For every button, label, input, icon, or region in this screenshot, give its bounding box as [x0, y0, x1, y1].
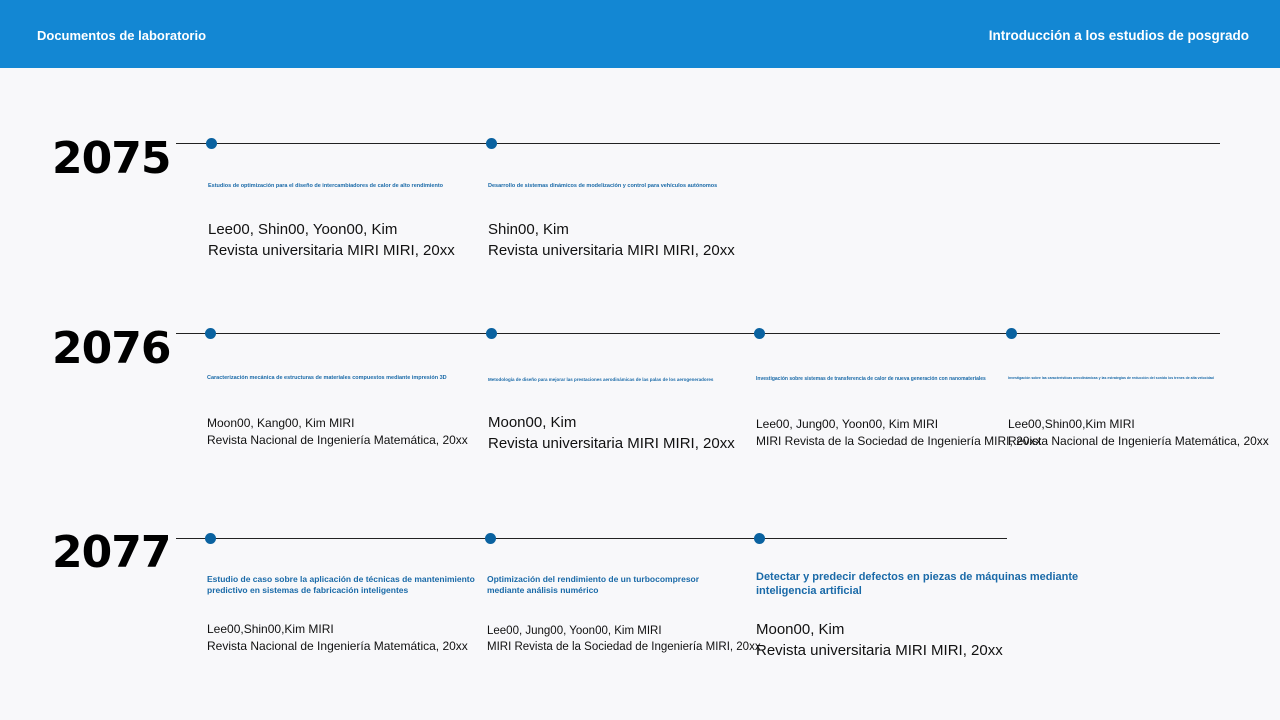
paper-citation: Moon00, Kang00, Kim MIRI Revista Naciona…	[207, 415, 468, 449]
paper-venue: MIRI Revista de la Sociedad de Ingenierí…	[756, 433, 1042, 448]
paper-venue: Revista universitaria MIRI MIRI, 20xx	[756, 642, 1003, 659]
year-label: 2076	[52, 323, 171, 374]
paper-citation: Lee00, Jung00, Yoon00, Kim MIRI MIRI Rev…	[756, 416, 1041, 450]
paper-title[interactable]: Caracterización mecánica de estructuras …	[207, 375, 447, 381]
timeline-dot	[1006, 328, 1017, 339]
paper-title[interactable]: Estudio de caso sobre la aplicación de t…	[207, 574, 475, 596]
year-label: 2077	[52, 527, 171, 578]
header-left-title: Documentos de laboratorio	[37, 28, 207, 43]
timeline-dot	[486, 138, 497, 149]
paper-title[interactable]: Desarrollo de sistemas dinámicos de mode…	[488, 183, 718, 189]
paper-citation: Shin00, Kim Revista universitaria MIRI M…	[488, 219, 735, 261]
paper-venue: MIRI Revista de la Sociedad de Ingenierí…	[487, 641, 761, 654]
timeline-dot	[486, 328, 497, 339]
timeline-dot	[206, 138, 217, 149]
paper-citation: Lee00,Shin00,Kim MIRI Revista Nacional d…	[1008, 416, 1269, 450]
paper-authors: Moon00, Kim	[756, 621, 845, 638]
paper-title[interactable]: Detectar y predecir defectos en piezas d…	[756, 571, 1079, 598]
paper-venue: Revista Nacional de Ingeniería Matemátic…	[207, 432, 468, 447]
paper-title[interactable]: Investigación sobre las características …	[1008, 376, 1214, 380]
paper-venue: Revista Nacional de Ingeniería Matemátic…	[207, 638, 468, 653]
timeline-dot	[205, 533, 216, 544]
paper-authors: Lee00, Jung00, Yoon00, Kim MIRI	[487, 625, 662, 637]
paper-citation: Lee00,Shin00,Kim MIRI Revista Nacional d…	[207, 621, 468, 655]
paper-citation: Moon00, Kim Revista universitaria MIRI M…	[756, 619, 1003, 661]
paper-authors: Lee00,Shin00,Kim MIRI	[207, 622, 334, 636]
timeline-line	[176, 538, 1007, 539]
year-label: 2075	[52, 133, 171, 184]
paper-authors: Lee00,Shin00,Kim MIRI	[1008, 417, 1135, 431]
paper-citation: Moon00, Kim Revista universitaria MIRI M…	[488, 412, 735, 454]
paper-title[interactable]: Estudios de optimización para el diseño …	[208, 183, 444, 189]
paper-citation: Lee00, Shin00, Yoon00, Kim Revista unive…	[208, 219, 455, 261]
timeline-dot	[754, 328, 765, 339]
paper-venue: Revista Nacional de Ingeniería Matemátic…	[1008, 433, 1269, 448]
paper-authors: Moon00, Kim	[488, 414, 577, 431]
timeline-line	[176, 333, 1220, 334]
timeline-dot	[485, 533, 496, 544]
paper-title[interactable]: Metodología de diseño para mejorar las p…	[488, 377, 714, 382]
header-right-title: Introducción a los estudios de posgrado	[988, 28, 1249, 43]
paper-venue: Revista universitaria MIRI MIRI, 20xx	[488, 435, 735, 452]
paper-venue: Revista universitaria MIRI MIRI, 20xx	[208, 242, 455, 259]
paper-authors: Lee00, Shin00, Yoon00, Kim	[208, 221, 398, 238]
timeline-dot	[754, 533, 765, 544]
timeline-line	[176, 143, 1220, 144]
paper-citation: Lee00, Jung00, Yoon00, Kim MIRI MIRI Rev…	[487, 623, 761, 655]
paper-authors: Shin00, Kim	[488, 221, 569, 238]
timeline-dot	[205, 328, 216, 339]
paper-venue: Revista universitaria MIRI MIRI, 20xx	[488, 242, 735, 259]
paper-title[interactable]: Investigación sobre sistemas de transfer…	[756, 376, 986, 382]
paper-authors: Moon00, Kang00, Kim MIRI	[207, 416, 355, 430]
paper-authors: Lee00, Jung00, Yoon00, Kim MIRI	[756, 417, 939, 431]
header-bar: Documentos de laboratorio Introducción a…	[0, 0, 1280, 68]
paper-title[interactable]: Optimización del rendimiento de un turbo…	[487, 574, 700, 596]
